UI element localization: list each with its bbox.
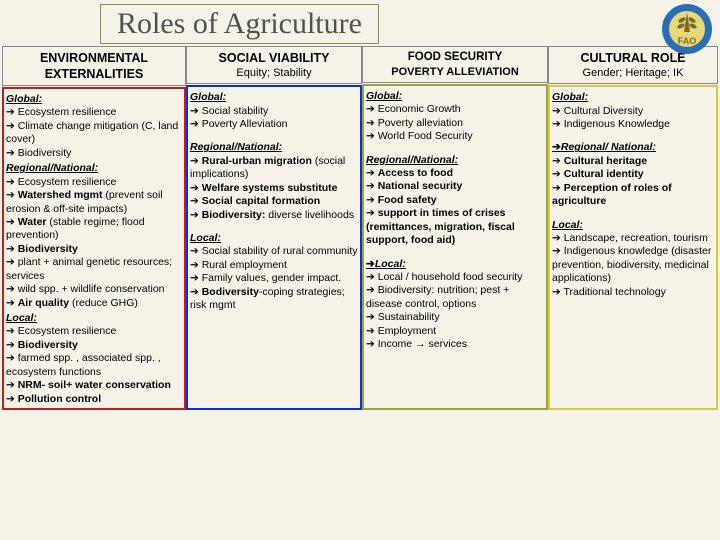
list-item: ➔ World Food Security — [366, 130, 544, 143]
list-item: ➔ Biodiversity — [6, 243, 182, 256]
section-label: Local: — [190, 232, 358, 245]
column: FOOD SECURITYPOVERTY ALLEVIATIONGlobal:➔… — [362, 46, 548, 410]
column-header: ENVIRONMENTAL EXTERNALITIES — [2, 46, 186, 86]
list-item: ➔ Social stability — [190, 105, 358, 118]
column-box: Global:➔ Cultural Diversity➔ Indigenous … — [548, 85, 718, 410]
list-item: ➔ National security — [366, 180, 544, 193]
section-label: Regional/National: — [366, 154, 544, 167]
list-item: ➔ Cultural identity — [552, 168, 714, 181]
list-item: ➔ support in times of crises (remittance… — [366, 207, 544, 247]
list-item: ➔ plant + animal genetic resources; serv… — [6, 256, 182, 283]
column-box: Global:➔ Social stability➔ Poverty Allev… — [186, 85, 362, 410]
list-item: ➔ Family values, gender impact. — [190, 272, 358, 285]
list-item: ➔ Indigenous knowledge (disaster prevent… — [552, 245, 714, 285]
column: CULTURAL ROLEGender; Heritage; IKGlobal:… — [548, 46, 718, 410]
list-item: ➔ Perception of roles of agriculture — [552, 182, 714, 209]
section-label: Global: — [366, 90, 544, 103]
section-label: Local: — [6, 312, 182, 325]
list-item: ➔ Social stability of rural community — [190, 245, 358, 258]
list-item: ➔ Biodiversity — [6, 147, 182, 160]
list-item: ➔ Pollution control — [6, 393, 182, 406]
list-item: ➔ Income → services — [366, 338, 544, 351]
columns-grid: ENVIRONMENTAL EXTERNALITIESGlobal:➔ Ecos… — [0, 46, 720, 410]
title-wrap: Roles of Agriculture — [0, 0, 720, 46]
list-item: ➔ Access to food — [366, 167, 544, 180]
column: ENVIRONMENTAL EXTERNALITIESGlobal:➔ Ecos… — [2, 46, 186, 410]
list-item: ➔ Water (stable regime; flood prevention… — [6, 216, 182, 243]
section-label: Global: — [6, 93, 182, 106]
section-label: Regional/National: — [190, 141, 358, 154]
list-item: ➔ Ecosystem resilience — [6, 106, 182, 119]
section-label: Global: — [552, 91, 714, 104]
list-item: ➔ Social capital formation — [190, 195, 358, 208]
list-item: ➔ wild spp. + wildlife conservation — [6, 283, 182, 296]
list-item: ➔ farmed spp. , associated spp. , ecosys… — [6, 352, 182, 379]
list-item: ➔ Cultural Diversity — [552, 105, 714, 118]
list-item: ➔ Cultural heritage — [552, 155, 714, 168]
section-label: Global: — [190, 91, 358, 104]
svg-text:FAO: FAO — [678, 36, 697, 46]
list-item: ➔ Air quality (reduce GHG) — [6, 297, 182, 310]
list-item: ➔ Rural employment — [190, 259, 358, 272]
list-item: ➔ Ecosystem resilience — [6, 176, 182, 189]
list-item: ➔ Biodiversity: nutrition; pest + diseas… — [366, 284, 544, 311]
column: SOCIAL VIABILITYEquity; StabilityGlobal:… — [186, 46, 362, 410]
section-label: ➔Regional/ National: — [552, 141, 714, 154]
list-item: ➔ Climate change mitigation (C, land cov… — [6, 120, 182, 147]
column-box: Global:➔ Ecosystem resilience➔ Climate c… — [2, 87, 186, 410]
section-label: ➔Local: — [366, 258, 544, 271]
list-item: ➔ Employment — [366, 325, 544, 338]
list-item: ➔ Indigenous Knowledge — [552, 118, 714, 131]
list-item: ➔ Food safety — [366, 194, 544, 207]
list-item: ➔ Landscape, recreation, tourism — [552, 232, 714, 245]
list-item: ➔ Ecosystem resilience — [6, 325, 182, 338]
list-item: ➔ Biodiversity: diverse livelihoods — [190, 209, 358, 222]
list-item: ➔ Watershed mgmt (prevent soil erosion &… — [6, 189, 182, 216]
list-item: ➔ Poverty Alleviation — [190, 118, 358, 131]
list-item: ➔ Bodiversity-coping strategies; risk mg… — [190, 286, 358, 313]
section-label: Regional/National: — [6, 162, 182, 175]
page-title: Roles of Agriculture — [100, 4, 379, 44]
list-item: ➔ Sustainability — [366, 311, 544, 324]
list-item: ➔ Economic Growth — [366, 103, 544, 116]
list-item: ➔ Local / household food security — [366, 271, 544, 284]
list-item: ➔ Rural-urban migration (social implicat… — [190, 155, 358, 182]
slide: Roles of Agriculture FAO ENVIRONMENTAL E… — [0, 0, 720, 540]
list-item: ➔ NRM- soil+ water conservation — [6, 379, 182, 392]
column-header: SOCIAL VIABILITYEquity; Stability — [186, 46, 362, 84]
list-item: ➔ Poverty alleviation — [366, 117, 544, 130]
column-header: FOOD SECURITYPOVERTY ALLEVIATION — [362, 46, 548, 83]
section-label: Local: — [552, 219, 714, 232]
fao-logo-icon: FAO — [660, 2, 714, 56]
list-item: ➔ Biodiversity — [6, 339, 182, 352]
column-box: Global:➔ Economic Growth➔ Poverty allevi… — [362, 84, 548, 410]
list-item: ➔ Traditional technology — [552, 286, 714, 299]
list-item: ➔ Welfare systems substitute — [190, 182, 358, 195]
